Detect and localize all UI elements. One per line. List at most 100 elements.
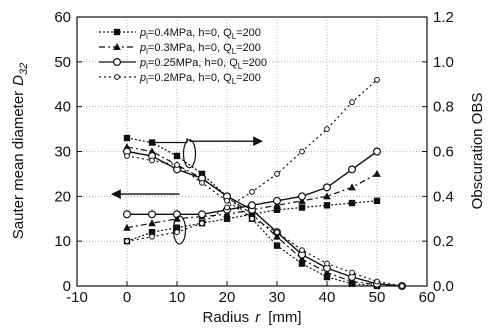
y-right-tick-label: 1.0 [433, 54, 454, 71]
legend-label-part: =0.2MPa, h=0, Q [148, 72, 232, 84]
obs-point [249, 188, 255, 195]
y-left-axis-title: Sauter mean diameterD32 [10, 63, 30, 240]
legend-label-part: =200 [242, 57, 267, 69]
obs-point [148, 229, 156, 236]
obs-point [223, 215, 231, 222]
d32-point [299, 247, 305, 254]
obs-point [148, 210, 157, 219]
y-left-tick-label: 30 [54, 144, 71, 161]
obs-point [199, 220, 205, 227]
legend-label-part: =0.4MPa, h=0, Q [148, 27, 232, 39]
axes-ticks: -10 0 10 20 30 40 50 6001020304050600.00.20.40.… [54, 9, 454, 306]
legend-label-part: L [232, 47, 237, 56]
annotations [111, 136, 263, 245]
obs-point [299, 148, 305, 155]
obs-point [198, 210, 207, 219]
x-tick-label: -10 [66, 289, 88, 306]
d32-point [174, 162, 180, 168]
legend-label-part: l [146, 62, 148, 71]
obs-point [274, 171, 280, 177]
d32-point [349, 269, 355, 276]
series [122, 76, 407, 291]
obs-point [248, 201, 257, 210]
legend-label-part: p [139, 72, 146, 84]
grid [77, 17, 427, 286]
obs-point [323, 183, 332, 192]
x-tick-label: 40 [319, 289, 336, 306]
d32-point [198, 170, 206, 178]
series-2 [123, 143, 381, 288]
legend-label-part: L [232, 32, 237, 41]
y-left-tick-label: 60 [54, 9, 71, 26]
y-right-axis-title: Obscuration OBS [469, 93, 486, 210]
x-tick-label: 60 [419, 289, 436, 306]
obs-point [123, 223, 131, 231]
y-left-tick-label: 0 [63, 278, 71, 295]
d32-point [323, 273, 331, 281]
d32-point [123, 134, 131, 142]
legend-entry-1: pl=0.4MPa, h=0, QL=200 [99, 27, 261, 41]
x-tick-label: 50 [369, 289, 386, 306]
series-4 [124, 76, 405, 289]
legend-entry-3: pl=0.25MPa, h=0, QL=200 [99, 57, 267, 71]
obs-point [373, 197, 381, 205]
d32-line [126, 137, 378, 287]
d32-point [173, 152, 181, 160]
legend-label-part: l [146, 77, 148, 86]
obs-point [348, 165, 357, 174]
legend-label: pl=0.4MPa, h=0, QL=200 [139, 27, 261, 41]
legend-label-part: =200 [236, 72, 261, 84]
obs-point [348, 183, 356, 191]
legend-entry-4: pl=0.2MPa, h=0, QL=200 [99, 72, 261, 86]
y-left-tick-label: 40 [54, 99, 71, 116]
d32-line [126, 155, 403, 287]
y-left-tick-label: 20 [54, 188, 71, 205]
legend-label-part: p [139, 42, 146, 54]
y-right-tick-label: 0.4 [433, 188, 454, 205]
legend-marker [113, 43, 121, 50]
obs-point [323, 202, 331, 209]
d32-point [274, 229, 280, 236]
obs-point [349, 99, 355, 106]
x-tick-label: 30 [269, 289, 286, 306]
y-right-tick-label: 0.6 [433, 144, 454, 161]
obs-point [323, 192, 331, 200]
obs-point [148, 219, 156, 227]
legend-label: pl=0.25MPa, h=0, QL=200 [139, 57, 267, 71]
d32-point [249, 215, 255, 222]
obs-point [298, 192, 307, 201]
obs-point [224, 204, 230, 211]
legend-label-part: l [146, 32, 148, 41]
d32-point [298, 260, 306, 267]
obs-point [149, 233, 155, 240]
x-tick-label: 20 [219, 289, 236, 306]
d32-point [149, 157, 155, 164]
series-3 [122, 147, 407, 291]
obs-point [173, 224, 181, 231]
legend-label-part: =0.25MPa, h=0, Q [148, 57, 238, 69]
obs-arrow-tail [152, 138, 188, 144]
obs-point [373, 169, 381, 177]
y-right-tick-label: 1.2 [433, 9, 454, 26]
legend-label-part: =200 [236, 42, 261, 54]
legend-entry-2: pl=0.3MPa, h=0, QL=200 [99, 42, 261, 56]
legend-marker [113, 28, 121, 36]
y-left-tick-label: 10 [54, 233, 71, 250]
obs-group-ellipse [182, 139, 197, 169]
d32-point [124, 153, 130, 159]
obs-point [298, 204, 306, 211]
legend-label-part: L [238, 62, 243, 71]
y-right-tick-label: 0.2 [433, 233, 454, 250]
obs-point [373, 147, 382, 156]
y-right-tick-label: 0.8 [433, 99, 454, 116]
obs-point [273, 206, 281, 213]
d32-group-ellipse [172, 215, 187, 245]
d32-point [374, 278, 380, 285]
obs-point [122, 210, 131, 219]
x-tick-label: 0 [123, 289, 131, 306]
legend-label-part: l [146, 47, 148, 56]
legend-marker [114, 74, 120, 80]
y-left-tick-label: 50 [54, 54, 71, 71]
legend-label-part: =0.3MPa, h=0, Q [148, 42, 232, 54]
